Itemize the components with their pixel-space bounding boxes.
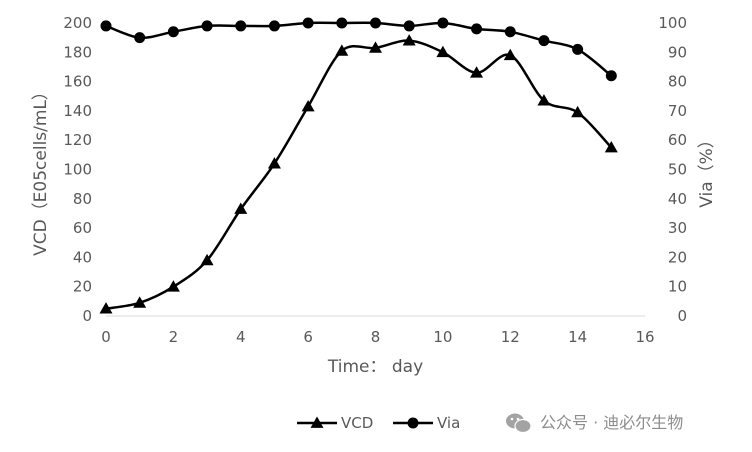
data-point-via xyxy=(437,17,449,29)
y-right-tick-label: 100 xyxy=(658,14,687,32)
legend: VCD Via xyxy=(297,414,460,432)
data-point-vcd xyxy=(470,66,484,78)
data-point-via xyxy=(504,26,516,38)
wechat-icon xyxy=(506,413,532,434)
data-point-vcd xyxy=(604,141,618,153)
y-right-tick-label: 30 xyxy=(668,219,687,237)
y-left-tick-label: 60 xyxy=(73,219,92,237)
y-right-tick-label: 20 xyxy=(668,248,687,266)
data-point-vcd xyxy=(99,302,113,314)
data-point-via xyxy=(471,23,483,35)
data-point-vcd xyxy=(369,41,382,53)
watermark-text: 公众号 · 迪必尔生物 xyxy=(540,413,683,432)
y-right-tick-label: 90 xyxy=(668,43,687,61)
y-right-tick-label: 40 xyxy=(668,190,687,208)
data-point-vcd xyxy=(267,157,281,169)
data-point-via xyxy=(167,26,179,38)
series-layer xyxy=(99,17,618,314)
y-left-tick-label: 180 xyxy=(63,43,92,61)
data-point-via xyxy=(538,35,550,47)
y-left-tick-label: 80 xyxy=(73,190,92,208)
data-point-via xyxy=(100,20,112,32)
legend-item-via: Via xyxy=(393,414,460,432)
data-point-via xyxy=(605,70,617,82)
y-left-axis-title: VCD（E05cells/mL） xyxy=(31,83,51,256)
legend-item-vcd: VCD xyxy=(297,414,373,432)
watermark: 公众号 · 迪必尔生物 xyxy=(506,413,683,434)
y-right-tick-label: 70 xyxy=(668,102,687,120)
data-point-via xyxy=(134,32,146,44)
y-left-tick-label: 200 xyxy=(63,14,92,32)
y-right-tick-label: 50 xyxy=(668,161,687,179)
data-point-via xyxy=(403,20,415,32)
legend-label: VCD xyxy=(341,414,373,432)
data-point-vcd xyxy=(571,105,585,118)
data-point-via xyxy=(370,17,381,29)
data-point-vcd xyxy=(133,296,147,308)
y-left-tick-label: 0 xyxy=(82,307,92,325)
y-left-tick-label: 120 xyxy=(63,131,92,149)
x-tick-label: 10 xyxy=(433,328,452,346)
x-tick-label: 2 xyxy=(169,328,179,346)
x-tick-label: 14 xyxy=(568,328,587,346)
data-point-via xyxy=(302,17,314,29)
x-tick-label: 8 xyxy=(371,328,381,346)
y-left-tick-label: 160 xyxy=(63,73,92,91)
y-left-tick-label: 20 xyxy=(73,278,92,296)
y-right-tick-label: 80 xyxy=(668,73,687,91)
y-left-tick-label: 100 xyxy=(63,161,92,179)
x-tick-label: 16 xyxy=(635,328,654,346)
y-right-axis-title: Via（%） xyxy=(697,131,717,208)
x-tick-label: 6 xyxy=(303,328,313,346)
data-point-vcd xyxy=(200,253,214,266)
series-line-via xyxy=(105,21,613,77)
data-point-via xyxy=(336,17,348,29)
x-tick-label: 12 xyxy=(501,328,520,346)
data-point-vcd xyxy=(537,94,551,106)
legend-marker-vcd xyxy=(310,416,324,428)
data-point-vcd xyxy=(335,44,349,56)
y-right-tick-label: 10 xyxy=(668,278,687,296)
y-left-tick-label: 140 xyxy=(63,102,92,120)
series-line-vcd xyxy=(105,39,613,310)
y-right-tick-label: 0 xyxy=(677,307,687,325)
data-point-via xyxy=(201,20,213,32)
data-point-vcd xyxy=(166,280,180,292)
data-point-vcd xyxy=(503,48,517,61)
series-vcd xyxy=(99,34,618,314)
x-tick-label: 0 xyxy=(101,328,111,346)
data-point-via xyxy=(235,20,247,32)
data-point-vcd xyxy=(436,45,450,58)
legend-marker-via xyxy=(407,417,419,429)
data-point-via xyxy=(572,43,584,55)
data-point-via xyxy=(268,20,280,32)
data-point-vcd xyxy=(402,34,416,46)
x-tick-label: 4 xyxy=(236,328,246,346)
legend-label: Via xyxy=(437,414,460,432)
data-point-vcd xyxy=(301,100,315,112)
series-via xyxy=(100,17,617,82)
y-left-tick-label: 40 xyxy=(73,248,92,266)
axes: 0 2 4 6 8 10 12 14 16020406080100120140160180200… xyxy=(31,14,717,377)
data-point-vcd xyxy=(234,202,248,214)
x-axis-title: Time： day xyxy=(327,357,423,377)
y-right-tick-label: 60 xyxy=(668,131,687,149)
